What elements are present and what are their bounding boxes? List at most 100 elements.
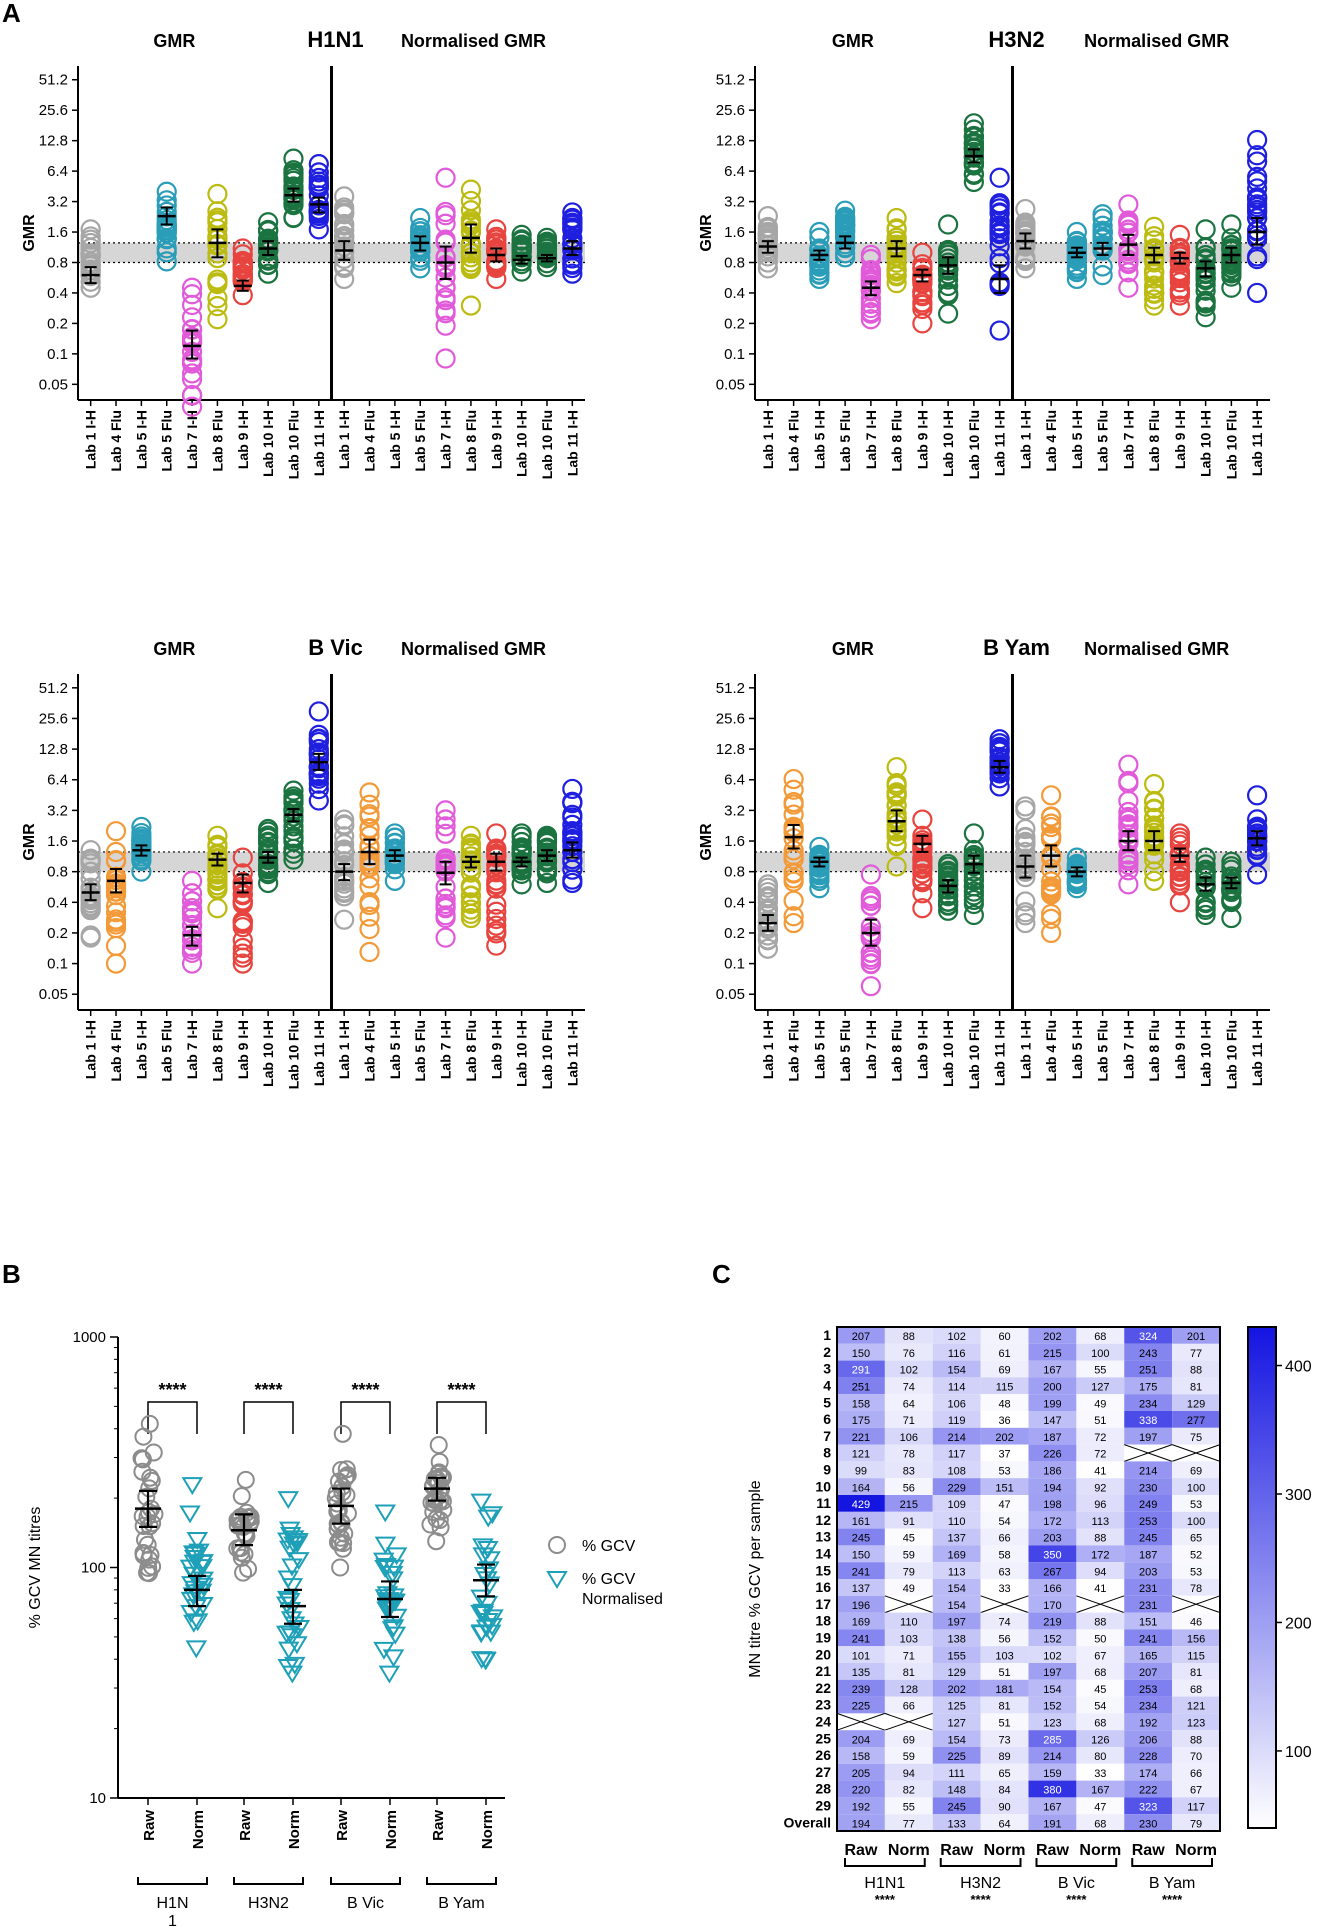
heatmap-cell xyxy=(932,1394,981,1411)
data-point xyxy=(989,222,1010,243)
heatmap-cell-value: 54 xyxy=(1094,1701,1106,1713)
data-point xyxy=(435,823,456,844)
heatmap-cell xyxy=(884,1814,933,1831)
heatmap-cell xyxy=(980,1327,1029,1344)
heatmap-cell-value: 88 xyxy=(1190,1734,1202,1746)
heatmap-cell xyxy=(884,1461,933,1479)
heatmap-cell-value: 215 xyxy=(1043,1348,1061,1360)
heatmap-cell-value: 167 xyxy=(1043,1802,1061,1814)
heatmap-cell xyxy=(1172,1511,1220,1529)
gcv-normalised-point xyxy=(179,1505,201,1524)
significance-bracket xyxy=(243,1401,294,1434)
heatmap-cell xyxy=(980,1545,1029,1563)
y-tick-label: 1.6 xyxy=(47,833,68,850)
left-section-label: GMR xyxy=(832,31,874,51)
heatmap-cell-value: 197 xyxy=(1139,1432,1157,1444)
heatmap-cell xyxy=(884,1562,933,1579)
heatmap-cell-value: 203 xyxy=(1139,1566,1157,1578)
heatmap-cell xyxy=(980,1394,1029,1411)
heatmap-cell xyxy=(884,1579,933,1596)
gcv-point xyxy=(422,1493,441,1512)
heatmap-cell xyxy=(1076,1360,1125,1378)
data-point xyxy=(536,829,558,850)
heatmap-cell xyxy=(837,1663,885,1680)
right-section-label: Normalised GMR xyxy=(401,31,546,51)
heatmap-cell-value: 121 xyxy=(1187,1701,1205,1713)
x-tick-label: Lab 9 I-H xyxy=(1172,1020,1188,1079)
heatmap-cell xyxy=(980,1696,1029,1714)
data-point xyxy=(1041,880,1062,901)
data-point xyxy=(1015,800,1036,821)
data-point xyxy=(359,906,380,927)
gcv-point xyxy=(337,1460,356,1479)
heatmap-cell-value: 110 xyxy=(900,1617,918,1629)
x-tick-label: Lab 7 I-H xyxy=(863,410,879,469)
heatmap-cell-value: 123 xyxy=(1187,1718,1205,1730)
heatmap-cell-value: 291 xyxy=(852,1365,870,1377)
data-point xyxy=(105,902,127,923)
group-bracket xyxy=(330,1877,401,1885)
data-point xyxy=(334,842,355,863)
chart-title: H3N2 xyxy=(988,27,1044,52)
heatmap-cell xyxy=(1124,1478,1173,1495)
row-label: 23 xyxy=(815,1697,831,1713)
heatmap-cell xyxy=(1124,1327,1173,1344)
heatmap-cell xyxy=(837,1763,885,1781)
row-label: 3 xyxy=(823,1361,831,1377)
heatmap-cell xyxy=(884,1763,933,1781)
y-tick-label: 1.6 xyxy=(724,833,745,850)
heatmap-cell xyxy=(980,1427,1029,1445)
gcv-normalised-point xyxy=(477,1541,499,1559)
data-point xyxy=(860,309,881,330)
heatmap-cell-value: 52 xyxy=(1190,1550,1202,1562)
heatmap-cell-value: 175 xyxy=(1139,1382,1157,1394)
data-point xyxy=(80,244,101,265)
legend-normalised-marker xyxy=(546,1571,568,1589)
heatmap-cell xyxy=(932,1646,981,1663)
heatmap-cell-value: 156 xyxy=(1187,1634,1205,1646)
heatmap-cell-value: 68 xyxy=(1094,1331,1106,1343)
data-point xyxy=(283,826,304,847)
heatmap-cell-value: 69 xyxy=(998,1365,1010,1377)
data-point xyxy=(886,266,907,287)
data-point xyxy=(1195,897,1216,918)
heatmap-cell-value: 159 xyxy=(1043,1768,1061,1780)
significance-bracket xyxy=(340,1401,391,1434)
y-tick-label: 25.6 xyxy=(39,102,68,119)
heatmap-cell xyxy=(1124,1394,1173,1411)
y-tick-label: 0.8 xyxy=(724,254,745,271)
heatmap-cell xyxy=(1028,1461,1077,1479)
heatmap-cell xyxy=(1076,1444,1125,1462)
heatmap-cell-value: 100 xyxy=(1187,1516,1205,1528)
data-point xyxy=(1144,870,1165,891)
gcv-normalised-point xyxy=(281,1578,304,1597)
data-point xyxy=(912,242,933,263)
x-tick-label: Lab 1 I-H xyxy=(1017,410,1033,469)
row-label: 7 xyxy=(823,1428,831,1444)
heatmap-cell xyxy=(932,1360,981,1378)
x-tick-label: Lab 10 Flu xyxy=(539,1020,555,1089)
heatmap-cell xyxy=(1124,1411,1173,1428)
heatmap-cell xyxy=(1172,1528,1220,1546)
group-label: H3N2 xyxy=(960,1875,1001,1892)
row-label: 20 xyxy=(815,1646,831,1662)
heatmap-cell-value: 51 xyxy=(998,1667,1010,1679)
heatmap-cell-value: 119 xyxy=(948,1415,966,1427)
data-point xyxy=(938,895,959,916)
gcv-normalised-point xyxy=(482,1609,504,1628)
x-tick-label: Lab 1 I-H xyxy=(83,410,99,469)
row-label: 5 xyxy=(823,1394,831,1410)
gcv-point xyxy=(144,1443,163,1462)
data-point xyxy=(860,864,881,885)
data-point xyxy=(989,167,1010,188)
heatmap-cell-value: 158 xyxy=(852,1398,870,1410)
x-tick-label: Lab 10 Flu xyxy=(1223,410,1239,479)
heatmap-cell-value: 81 xyxy=(1190,1667,1202,1679)
heatmap-cell-value: 37 xyxy=(998,1449,1010,1461)
heatmap-cell-value: 53 xyxy=(1190,1499,1202,1511)
data-point xyxy=(258,864,279,885)
data-point xyxy=(232,244,253,265)
x-tick-label: Raw xyxy=(430,1810,447,1841)
heatmap-cell-value: 206 xyxy=(1139,1734,1157,1746)
heatmap-cell xyxy=(884,1629,933,1647)
